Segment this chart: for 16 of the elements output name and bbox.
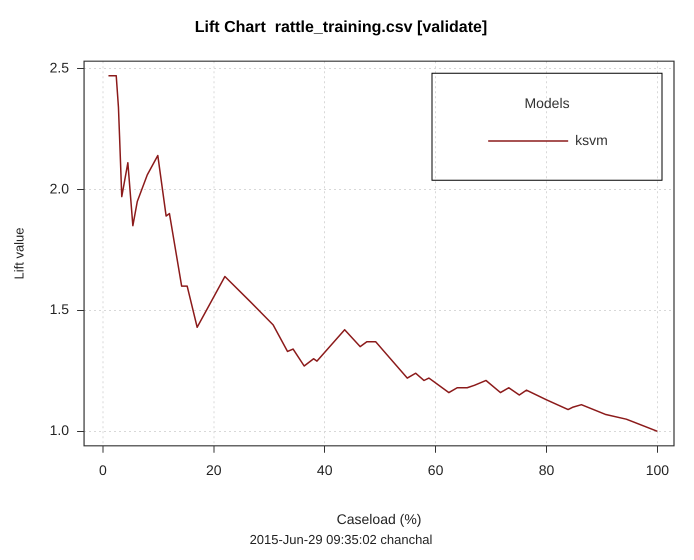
x-tick-label: 40 [316,462,333,478]
x-axis-title: Caseload (%) [336,510,422,527]
y-tick-label: 2.5 [50,59,70,76]
y-axis-title: Lift value [11,227,26,280]
y-tick-label: 1.5 [50,301,70,318]
legend-title: Models [524,95,570,112]
x-tick-label: 0 [99,462,108,478]
x-tick-label: 100 [646,462,670,478]
x-tick-label: 60 [428,462,444,478]
x-tick-label: 80 [538,462,554,478]
y-tick-label: 1.0 [50,422,70,438]
y-tick-label: 2.0 [50,180,70,196]
text: ksvm [575,132,608,148]
chart-title: Lift Chart rattle_training.csv [validate] [194,19,488,36]
x-tick-label: 20 [206,462,222,478]
text: 2015-Jun-29 09:35:02 chanchal [250,532,433,547]
